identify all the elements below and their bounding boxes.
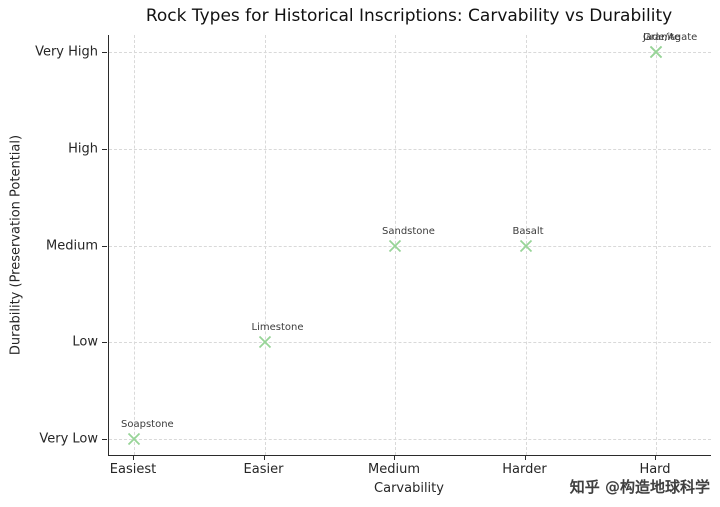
y-tick-label: High xyxy=(68,141,98,157)
x-tick-label: Hard xyxy=(639,462,671,477)
x-tick-label: Medium xyxy=(368,462,420,477)
y-tick-label: Low xyxy=(72,334,98,350)
gridline-vertical xyxy=(264,35,266,455)
x-marker-icon xyxy=(519,239,532,252)
x-tick-mark xyxy=(655,455,656,460)
x-marker-icon xyxy=(388,239,402,252)
data-point-label: Granite xyxy=(643,32,681,43)
y-tick-mark xyxy=(102,148,107,150)
plot-area: Soapstone Limestone Sandstone Basalt Granite… xyxy=(108,32,711,456)
data-point-label: Limestone xyxy=(251,322,304,334)
data-point-soapstone xyxy=(127,432,141,446)
y-tick-mark xyxy=(102,245,107,247)
data-point-jade-agate xyxy=(649,45,663,59)
gridline-horizontal xyxy=(109,52,711,53)
gridline-vertical xyxy=(656,35,657,455)
y-tick-label: Medium xyxy=(46,238,98,253)
gridline-horizontal xyxy=(109,245,711,247)
data-point-sandstone xyxy=(388,239,402,252)
x-tick-mark xyxy=(263,455,265,460)
x-marker-icon xyxy=(258,336,271,349)
y-tick-mark xyxy=(102,342,107,344)
x-marker-icon xyxy=(127,432,141,446)
gridline-horizontal xyxy=(109,148,711,150)
data-point-label: Sandstone xyxy=(382,225,435,237)
x-tick-label: Harder xyxy=(502,462,547,477)
y-tick-mark xyxy=(102,52,107,53)
data-point-basalt xyxy=(519,239,532,252)
data-point-label: Soapstone xyxy=(121,419,174,430)
gridline-horizontal xyxy=(109,439,711,440)
x-tick-mark xyxy=(394,455,395,460)
data-point-label: Jade/Agate xyxy=(643,32,698,43)
chart-title: Rock Types for Historical Inscriptions: … xyxy=(145,6,673,26)
x-marker-icon xyxy=(649,45,663,59)
x-tick-label: Easiest xyxy=(109,462,157,477)
x-tick-label: Easier xyxy=(243,462,284,477)
gridline-vertical xyxy=(134,35,135,455)
y-tick-mark xyxy=(102,439,107,440)
x-tick-mark xyxy=(524,455,526,460)
data-point-label: Basalt xyxy=(512,225,544,237)
x-axis-label: Carvability xyxy=(374,481,444,496)
watermark: 知乎 @构造地球科学 xyxy=(569,478,710,496)
x-tick-mark xyxy=(133,455,134,460)
data-point-limestone xyxy=(258,336,271,349)
y-tick-label: Very Low xyxy=(39,431,98,447)
y-tick-label: Very High xyxy=(35,44,98,60)
gridline-horizontal xyxy=(109,342,711,344)
